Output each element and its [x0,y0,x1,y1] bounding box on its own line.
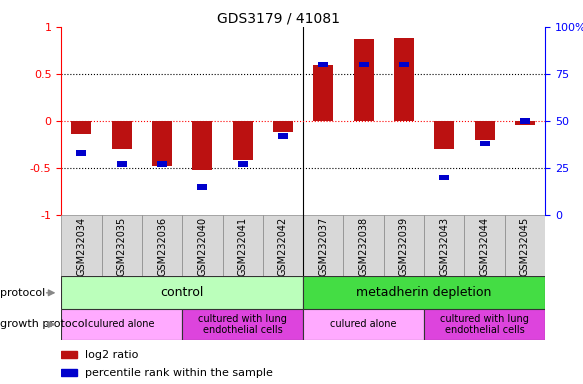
Bar [263,215,303,276]
Bar [520,118,530,124]
Bar [475,121,495,140]
Bar [233,121,253,161]
Text: GSM232039: GSM232039 [399,217,409,276]
Bar [515,121,535,125]
Text: growth protocol: growth protocol [0,319,87,329]
Bar [142,215,182,276]
Bar [61,351,77,358]
Text: GSM232037: GSM232037 [318,217,328,276]
Bar [343,215,384,276]
Text: cultured with lung
endothelial cells: cultured with lung endothelial cells [440,314,529,335]
Bar [359,62,368,67]
Text: protocol: protocol [0,288,45,298]
Bar [61,215,101,276]
Bar [61,369,77,376]
Bar [157,161,167,167]
Bar [465,215,505,276]
Bar [197,184,208,190]
Bar [273,121,293,132]
Bar [394,38,414,121]
Bar [353,39,374,121]
Bar [318,62,328,67]
Text: GSM232038: GSM232038 [359,217,368,276]
Bar [101,215,142,276]
Text: percentile rank within the sample: percentile rank within the sample [85,368,273,378]
Bar [384,215,424,276]
Bar [480,141,490,146]
Text: GSM232041: GSM232041 [238,217,248,276]
Text: GSM232042: GSM232042 [278,217,288,276]
Bar [424,309,545,340]
Bar [111,121,132,149]
Text: metadherin depletion: metadherin depletion [356,286,492,299]
Bar [61,276,303,309]
Text: control: control [160,286,204,299]
Bar [117,161,127,167]
Bar [238,161,248,167]
Bar [439,175,449,180]
Text: GSM232043: GSM232043 [440,217,449,276]
Bar [434,121,454,149]
Bar [424,215,465,276]
Bar [76,150,86,156]
Text: GSM232034: GSM232034 [76,217,86,276]
Text: culured alone: culured alone [331,319,397,329]
Text: culured alone: culured alone [89,319,155,329]
Text: GSM232036: GSM232036 [157,217,167,276]
Bar [182,215,223,276]
Bar [278,133,288,139]
Bar [71,121,92,134]
Bar [223,215,263,276]
Text: log2 ratio: log2 ratio [85,350,139,360]
Text: GSM232035: GSM232035 [117,217,127,276]
Bar [192,121,212,170]
Bar [505,215,545,276]
Bar [152,121,172,166]
Bar [182,309,303,340]
Bar [303,276,545,309]
Bar [313,65,333,121]
Text: GSM232044: GSM232044 [480,217,490,276]
Text: GSM232045: GSM232045 [520,217,530,276]
Text: GSM232040: GSM232040 [198,217,208,276]
Bar [303,215,343,276]
Title: GDS3179 / 41081: GDS3179 / 41081 [217,12,340,26]
Bar [399,62,409,67]
Text: cultured with lung
endothelial cells: cultured with lung endothelial cells [198,314,287,335]
Bar [61,309,182,340]
Bar [303,309,424,340]
